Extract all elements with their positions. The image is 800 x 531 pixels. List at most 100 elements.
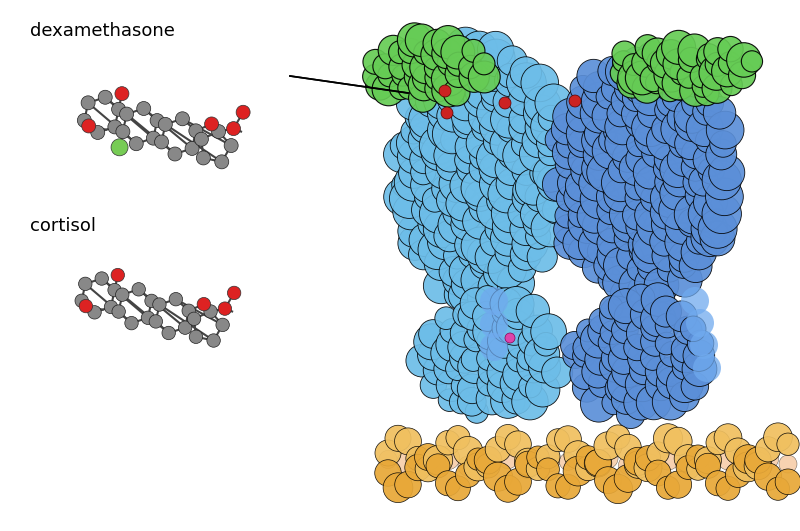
Circle shape (115, 87, 129, 101)
Circle shape (462, 347, 486, 371)
Circle shape (168, 147, 182, 161)
Circle shape (632, 48, 661, 77)
Circle shape (116, 125, 130, 139)
Circle shape (461, 31, 498, 68)
Circle shape (485, 284, 521, 320)
Circle shape (667, 142, 702, 176)
Circle shape (636, 41, 669, 74)
Circle shape (691, 218, 730, 256)
Circle shape (474, 447, 502, 474)
Circle shape (462, 203, 498, 239)
Circle shape (686, 458, 710, 480)
Circle shape (406, 345, 438, 377)
Circle shape (706, 431, 730, 455)
Circle shape (531, 209, 570, 247)
Circle shape (390, 132, 418, 159)
Circle shape (654, 157, 678, 181)
Circle shape (606, 425, 630, 449)
Circle shape (625, 74, 654, 104)
Circle shape (477, 371, 502, 396)
Circle shape (125, 316, 138, 330)
Circle shape (695, 453, 721, 478)
Circle shape (634, 267, 669, 301)
Circle shape (690, 331, 718, 359)
Circle shape (398, 158, 429, 189)
Circle shape (419, 126, 458, 165)
Circle shape (657, 476, 679, 499)
Circle shape (569, 95, 581, 107)
Circle shape (479, 152, 513, 186)
Circle shape (509, 115, 538, 143)
Circle shape (398, 215, 430, 247)
Circle shape (456, 39, 491, 74)
Circle shape (522, 125, 555, 158)
Circle shape (734, 445, 762, 474)
Circle shape (525, 108, 563, 147)
Circle shape (444, 279, 474, 310)
Circle shape (659, 52, 696, 88)
Circle shape (538, 105, 564, 131)
Circle shape (485, 436, 511, 462)
Circle shape (467, 448, 489, 470)
Circle shape (487, 372, 518, 402)
Circle shape (524, 337, 560, 372)
Circle shape (602, 344, 630, 373)
Circle shape (561, 331, 589, 359)
Circle shape (632, 235, 670, 273)
Circle shape (698, 158, 725, 184)
Circle shape (745, 447, 771, 473)
Circle shape (432, 114, 472, 154)
Circle shape (600, 321, 624, 345)
Circle shape (502, 136, 542, 175)
Circle shape (397, 126, 431, 160)
Circle shape (573, 344, 595, 367)
Circle shape (679, 250, 712, 282)
Circle shape (410, 112, 442, 143)
Circle shape (578, 165, 615, 201)
Circle shape (112, 305, 126, 318)
Circle shape (414, 184, 440, 210)
Circle shape (507, 331, 535, 359)
Circle shape (451, 269, 482, 300)
Circle shape (646, 356, 676, 387)
Circle shape (551, 114, 582, 145)
Circle shape (145, 294, 158, 307)
Circle shape (130, 136, 143, 151)
Circle shape (450, 319, 478, 347)
Circle shape (470, 145, 494, 169)
Circle shape (524, 86, 561, 123)
Circle shape (468, 61, 500, 93)
Circle shape (654, 167, 685, 197)
Circle shape (185, 141, 199, 156)
Circle shape (442, 54, 474, 87)
Circle shape (599, 351, 630, 382)
Circle shape (624, 386, 658, 420)
Circle shape (641, 346, 665, 370)
Circle shape (477, 346, 501, 371)
Circle shape (702, 194, 742, 234)
Circle shape (576, 446, 600, 469)
Circle shape (634, 166, 672, 203)
Circle shape (584, 450, 612, 477)
Circle shape (398, 38, 423, 64)
Circle shape (423, 355, 453, 385)
Circle shape (423, 81, 462, 119)
Circle shape (597, 180, 630, 213)
Circle shape (642, 138, 672, 168)
Circle shape (566, 86, 600, 119)
Circle shape (680, 75, 711, 106)
Circle shape (392, 173, 417, 197)
Circle shape (509, 104, 539, 134)
Circle shape (390, 179, 429, 218)
Circle shape (605, 374, 634, 403)
Circle shape (533, 156, 569, 192)
Circle shape (446, 476, 470, 501)
Circle shape (510, 213, 543, 246)
Circle shape (423, 446, 453, 475)
Circle shape (582, 123, 618, 159)
Circle shape (450, 390, 474, 414)
Circle shape (775, 469, 800, 495)
Circle shape (582, 82, 619, 120)
Circle shape (610, 61, 634, 85)
Circle shape (162, 326, 175, 340)
